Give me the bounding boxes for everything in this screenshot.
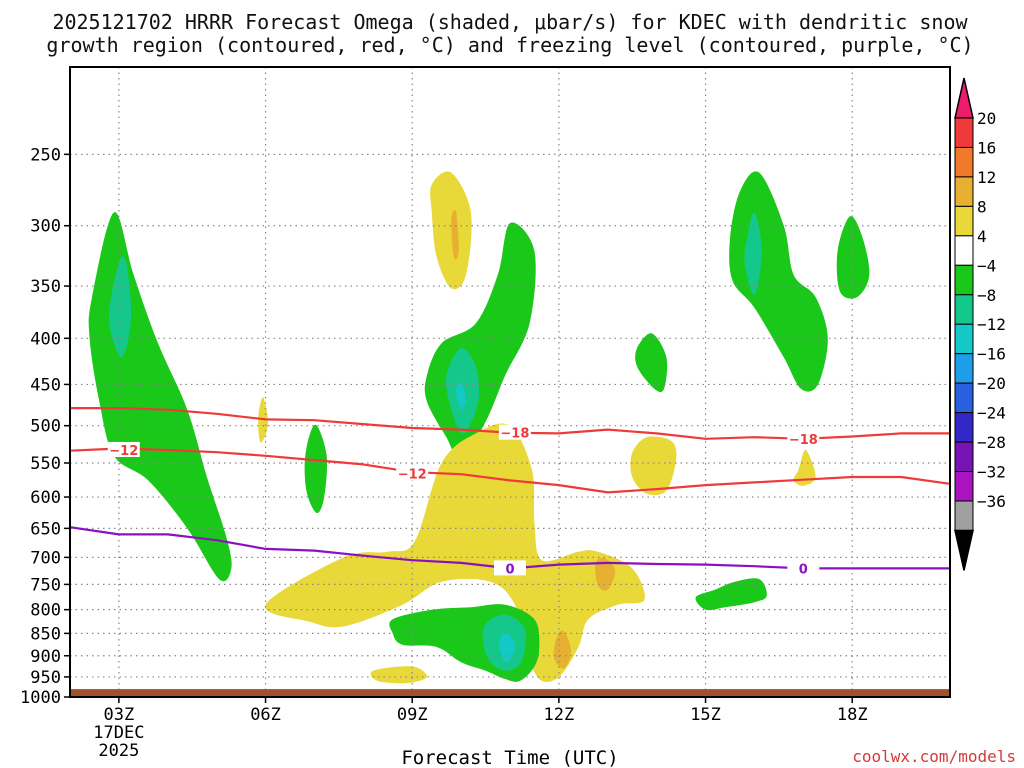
y-tick-label-800: 800 — [30, 601, 61, 621]
y-tick-label-900: 900 — [30, 647, 61, 667]
omega-region-18 — [370, 666, 427, 684]
contour-label-bg-0-1 — [396, 465, 429, 481]
omega-region-9 — [635, 333, 668, 393]
x-axis-label: Forecast Time (UTC) — [401, 747, 618, 768]
plot-area: −12 −12 −18 −18 0 0 — [69, 66, 951, 698]
colorbar-swatch-10 — [954, 412, 974, 443]
contour-label-bg-2-1 — [787, 560, 820, 576]
colorbar-swatch-4 — [954, 235, 974, 266]
contour-label-1-1: −18 — [789, 433, 818, 448]
contour-label-2-0: 0 — [505, 562, 514, 577]
chart-title-line2: growth region (contoured, red, °C) and f… — [46, 33, 973, 57]
contour-line-0 — [69, 447, 951, 494]
colorbar-swatch-8 — [954, 353, 974, 384]
colorbar-label-4: 4 — [977, 227, 987, 246]
colorbar-swatch-11 — [954, 441, 974, 473]
omega-region-8 — [304, 424, 328, 514]
x-tick-year: 2025 — [98, 741, 139, 761]
omega-region-17 — [553, 630, 572, 669]
omega-region-22 — [695, 578, 767, 611]
colorbar-label-1: 16 — [977, 138, 996, 157]
colorbar-swatch-9 — [954, 382, 974, 414]
colorbar-swatch-7 — [954, 323, 974, 355]
colorbar-swatch-13 — [954, 500, 974, 531]
colorbar-label-9: −20 — [977, 374, 1006, 393]
x-tick-label-18Z: 18Z — [837, 705, 868, 725]
y-tick-label-700: 700 — [30, 548, 61, 568]
omega-shaded-regions — [88, 171, 870, 684]
ground-surface — [70, 689, 950, 697]
y-tick-label-850: 850 — [30, 624, 61, 644]
y-tick-label-250: 250 — [30, 145, 61, 165]
colorbar-label-8: −16 — [977, 345, 1006, 364]
pressure-axis: 250 300 350 400 450 500 550 600 650 700 750 800 850 9… — [20, 145, 70, 708]
colorbar-swatch-12 — [954, 471, 974, 502]
contour-label-bg-2-0 — [494, 560, 526, 576]
credit-text: coolwx.com/models — [852, 747, 1016, 766]
x-tick-label-09Z: 09Z — [397, 705, 428, 725]
colorbar-label-0: 20 — [977, 109, 996, 128]
contour-lines: −12 −12 −18 −18 0 0 — [69, 407, 951, 577]
omega-region-3 — [451, 210, 459, 260]
x-tick-date: 17DEC — [93, 723, 144, 743]
colorbar-swatch-5 — [954, 264, 974, 296]
colorbar-swatch-3 — [954, 205, 974, 237]
contour-label-bg-1-0 — [498, 424, 531, 440]
colorbar-swatch-2 — [954, 176, 974, 207]
colorbar-label-6: −8 — [977, 286, 996, 305]
colorbar-label-10: −24 — [977, 404, 1006, 423]
colorbar-label-13: −36 — [977, 492, 1006, 511]
omega-region-16 — [595, 557, 616, 591]
y-tick-label-400: 400 — [30, 329, 61, 349]
colorbar-lower-tip — [954, 529, 974, 571]
colorbar-swatch-1 — [954, 146, 974, 178]
colorbar-label-7: −12 — [977, 315, 1006, 334]
colorbar-label-5: −4 — [977, 256, 996, 275]
omega-region-12 — [744, 212, 762, 296]
colorbar-swatch-0 — [954, 117, 974, 148]
omega-region-15 — [265, 423, 645, 682]
omega-region-13 — [836, 216, 870, 299]
contour-label-1-0: −18 — [500, 427, 529, 442]
omega-region-10 — [630, 436, 677, 496]
contour-label-0-1: −12 — [398, 468, 427, 483]
y-tick-label-350: 350 — [30, 277, 61, 297]
omega-region-14 — [793, 449, 816, 486]
chart-title-line1: 2025121702 HRRR Forecast Omega (shaded, … — [52, 10, 968, 34]
y-tick-label-1000: 1000 — [20, 688, 61, 708]
x-tick-label-06Z: 06Z — [250, 705, 281, 725]
colorbar-swatch-6 — [954, 294, 974, 325]
y-tick-label-500: 500 — [30, 417, 61, 437]
omega-region-1 — [109, 256, 132, 358]
omega-region-6 — [456, 382, 466, 410]
y-tick-label-300: 300 — [30, 217, 61, 237]
y-tick-label-750: 750 — [30, 575, 61, 595]
contour-label-bg-0-0 — [107, 441, 140, 457]
colorbar-label-3: 8 — [977, 197, 987, 216]
contour-label-bg-1-1 — [787, 430, 820, 446]
y-tick-label-550: 550 — [30, 454, 61, 474]
plot-frame — [69, 66, 951, 698]
y-tick-label-600: 600 — [30, 488, 61, 508]
omega-colorbar: 20 16 12 8 4 −4 −8 −12 −16 −20 −24 −28 −32 −36 — [954, 77, 1006, 571]
colorbar-upper-tip — [954, 77, 974, 119]
omega-region-21 — [499, 633, 515, 663]
colorbar-label-11: −28 — [977, 433, 1006, 452]
omega-region-2 — [430, 171, 472, 290]
y-tick-label-450: 450 — [30, 375, 61, 395]
contour-label-2-1: 0 — [799, 562, 808, 577]
y-tick-label-950: 950 — [30, 668, 61, 688]
x-tick-label-15Z: 15Z — [690, 705, 721, 725]
contour-label-0-0: −12 — [109, 444, 138, 459]
y-tick-label-650: 650 — [30, 519, 61, 539]
x-tick-label-03Z: 03Z — [104, 705, 135, 725]
colorbar-label-12: −32 — [977, 463, 1006, 482]
x-tick-label-12Z: 12Z — [544, 705, 575, 725]
colorbar-label-2: 12 — [977, 168, 996, 187]
